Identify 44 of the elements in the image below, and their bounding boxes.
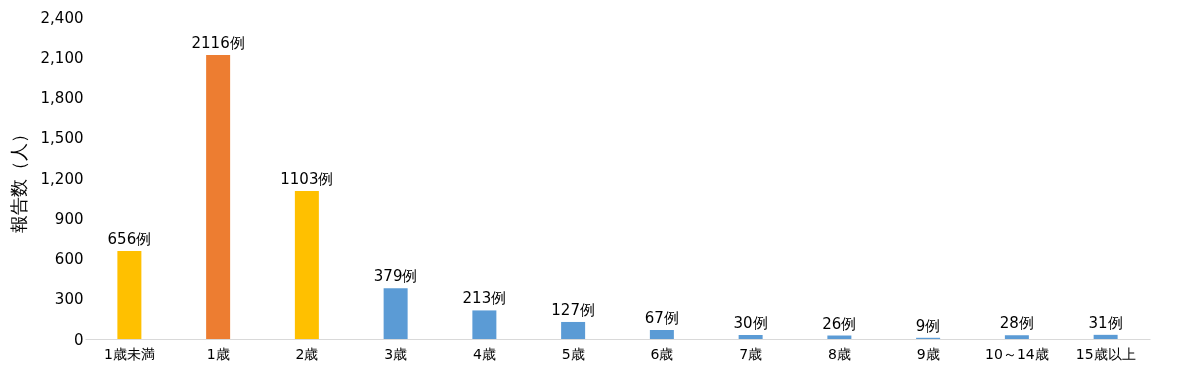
y-tick-label: 1,200 <box>40 169 84 188</box>
bar <box>383 288 408 339</box>
y-tick-label: 300 <box>54 290 84 309</box>
data-label: 67例 <box>644 309 679 328</box>
x-tick-label: 8歳 <box>827 345 851 362</box>
x-tick-label: 9歳 <box>916 345 940 362</box>
y-tick-label: 2,400 <box>40 8 84 27</box>
data-label: 28例 <box>999 314 1034 333</box>
bar <box>472 310 497 339</box>
y-tick-label: 600 <box>54 250 84 268</box>
x-tick-label: 3歳 <box>384 345 408 362</box>
bar <box>649 330 674 339</box>
x-tick-label: 2歳 <box>295 345 319 362</box>
data-label: 127例 <box>551 300 595 319</box>
y-tick-label: 900 <box>54 209 84 228</box>
x-tick-label: 1歳未満 <box>103 345 155 362</box>
bar <box>1093 334 1118 339</box>
data-label: 30例 <box>733 313 768 332</box>
y-tick-label: 1,800 <box>40 89 84 107</box>
data-label: 379例 <box>373 267 418 286</box>
data-label: 26例 <box>822 314 857 333</box>
x-tick-label: 6歳 <box>650 345 674 362</box>
x-tick-label: 4歳 <box>472 345 496 362</box>
x-tick-label: 10～14歳 <box>985 345 1049 362</box>
bar <box>206 55 231 339</box>
bar <box>117 250 142 339</box>
x-tick-label: 5歳 <box>561 345 585 362</box>
data-label: 656例 <box>107 229 152 248</box>
y-tick-label: 0 <box>73 330 84 349</box>
bar <box>294 191 319 339</box>
bar <box>738 334 763 339</box>
data-label: 31例 <box>1088 313 1123 332</box>
y-axis-title: 報告数（人） <box>7 124 29 233</box>
x-tick-label: 7歳 <box>739 345 763 362</box>
x-tick-label: 1歳 <box>206 345 230 362</box>
bar <box>561 321 586 339</box>
data-label: 1103例 <box>280 170 334 189</box>
data-label: 213例 <box>462 289 507 308</box>
bar <box>1004 335 1029 339</box>
data-label: 2116例 <box>191 34 245 53</box>
y-tick-label: 1,500 <box>40 129 84 148</box>
x-tick-label: 15歳以上 <box>1075 345 1136 362</box>
data-label: 9例 <box>915 316 941 335</box>
y-tick-label: 2,100 <box>40 48 84 67</box>
